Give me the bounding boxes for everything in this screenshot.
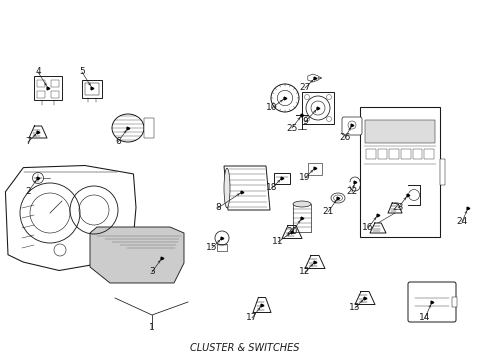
Text: 10: 10	[265, 104, 277, 112]
Text: 17: 17	[246, 314, 257, 323]
Text: 12: 12	[299, 267, 310, 276]
Text: 13: 13	[348, 303, 360, 312]
Polygon shape	[307, 74, 318, 82]
Text: 9: 9	[302, 117, 307, 126]
FancyBboxPatch shape	[341, 117, 361, 135]
Text: 19: 19	[299, 174, 310, 183]
Text: 11: 11	[272, 238, 283, 247]
Polygon shape	[387, 203, 401, 213]
Bar	[307, 163, 321, 175]
Polygon shape	[224, 166, 269, 210]
Text: 15: 15	[206, 243, 217, 252]
Text: 16: 16	[362, 224, 373, 233]
Polygon shape	[29, 126, 47, 138]
Circle shape	[390, 206, 408, 224]
Ellipse shape	[224, 168, 229, 208]
Text: 3: 3	[149, 267, 155, 276]
Bar	[51, 90, 59, 98]
Bar	[217, 244, 226, 251]
Text: 14: 14	[418, 314, 430, 323]
Bar	[37, 90, 45, 98]
Ellipse shape	[292, 201, 310, 207]
Bar	[302, 92, 333, 124]
Bar	[388, 149, 398, 159]
Text: 18: 18	[265, 184, 277, 193]
Text: 1: 1	[149, 324, 155, 333]
Text: 23: 23	[391, 203, 403, 212]
Bar	[365, 149, 375, 159]
Text: 4: 4	[35, 68, 41, 77]
Bar	[377, 149, 386, 159]
Bar	[359, 107, 439, 237]
Text: 5: 5	[79, 68, 85, 77]
Text: 8: 8	[215, 203, 221, 212]
Bar	[143, 118, 154, 138]
Text: 21: 21	[322, 207, 333, 216]
Circle shape	[414, 209, 434, 229]
Text: CLUSTER & SWITCHES: CLUSTER & SWITCHES	[189, 343, 299, 353]
Bar	[273, 173, 289, 184]
Text: 24: 24	[455, 217, 467, 226]
Polygon shape	[90, 227, 183, 283]
Polygon shape	[354, 292, 374, 305]
Circle shape	[270, 84, 298, 112]
Text: 27: 27	[299, 84, 310, 93]
Bar	[451, 297, 456, 307]
Polygon shape	[252, 297, 270, 312]
Bar	[85, 83, 99, 95]
Ellipse shape	[112, 114, 143, 142]
Text: 25: 25	[286, 123, 297, 132]
Polygon shape	[282, 225, 302, 238]
Bar	[424, 149, 433, 159]
Polygon shape	[5, 166, 136, 270]
Polygon shape	[369, 223, 385, 233]
Polygon shape	[305, 256, 325, 269]
Bar	[82, 80, 102, 98]
Bar	[292, 204, 310, 232]
Bar	[34, 76, 62, 100]
Circle shape	[361, 202, 381, 222]
Bar	[364, 120, 434, 143]
Bar	[439, 159, 444, 185]
Text: 2: 2	[25, 188, 31, 197]
Text: 22: 22	[346, 188, 357, 197]
Text: 6: 6	[115, 138, 121, 147]
FancyBboxPatch shape	[407, 282, 455, 322]
Text: 26: 26	[339, 134, 350, 143]
Bar	[51, 80, 59, 86]
Bar	[37, 80, 45, 86]
Text: 20: 20	[286, 228, 297, 237]
Bar	[400, 149, 410, 159]
Bar	[412, 149, 422, 159]
Text: 7: 7	[25, 138, 31, 147]
